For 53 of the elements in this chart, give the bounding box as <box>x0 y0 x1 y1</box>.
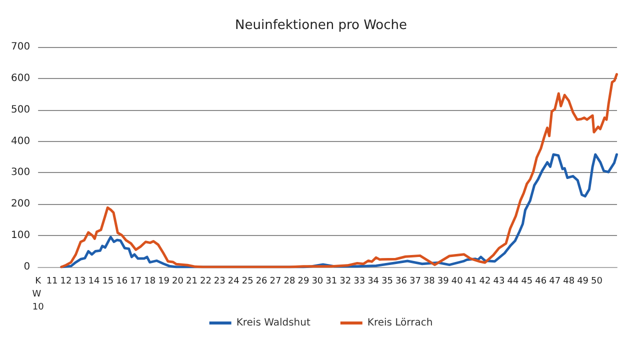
x-tick-label: 31 <box>326 276 338 286</box>
x-tick-label: 38 <box>423 276 436 286</box>
x-tick-label: 35 <box>382 276 393 286</box>
x-tick-label: 45 <box>521 276 533 286</box>
x-tick-label: 12 <box>60 276 72 286</box>
x-tick-label: 33 <box>354 276 366 286</box>
y-tick-label: 400 <box>10 136 30 147</box>
x-tick-label: 20 <box>172 276 184 286</box>
legend-label: Kreis Lörrach <box>367 318 433 328</box>
legend-label: Kreis Waldshut <box>236 318 310 328</box>
x-tick-label: 19 <box>158 276 170 286</box>
y-tick-label: 300 <box>10 167 30 178</box>
x-tick-label: 34 <box>368 276 380 286</box>
y-tick-label: 100 <box>10 230 30 242</box>
x-tick-label: 25 <box>242 276 254 286</box>
x-tick-label: 22 <box>200 276 212 286</box>
x-tick-label: 28 <box>284 276 296 286</box>
x-tick-label: 40 <box>451 276 464 286</box>
y-tick-label: 700 <box>10 42 30 52</box>
x-tick-label: KW 10 <box>32 276 44 312</box>
x-tick-label: 13 <box>74 276 86 286</box>
x-tick-label: 48 <box>563 276 575 286</box>
x-tick-label: 46 <box>535 276 547 286</box>
x-tick-label: 18 <box>144 276 156 286</box>
x-tick-label: 49 <box>577 276 589 286</box>
x-tick-label: 26 <box>256 276 268 286</box>
x-tick-label: 41 <box>465 276 477 286</box>
x-tick-label: 17 <box>130 276 142 286</box>
x-tick-label: 24 <box>228 276 240 286</box>
x-tick-label: 21 <box>186 276 198 286</box>
x-tick-label: 27 <box>270 276 282 286</box>
x-tick-label: 30 <box>312 276 324 286</box>
x-tick-label: 11 <box>46 276 58 286</box>
x-tick-label: 47 <box>549 276 561 286</box>
x-tick-label: 15 <box>102 276 114 286</box>
y-tick-label: 600 <box>10 72 30 84</box>
x-tick-label: 42 <box>479 276 491 286</box>
y-tick-label: 0 <box>24 262 30 272</box>
chart-title: Neuinfektionen pro Woche <box>234 18 408 33</box>
x-tick-label: 16 <box>116 276 128 286</box>
y-tick-label: 500 <box>10 104 30 116</box>
x-tick-label: 44 <box>507 276 519 286</box>
x-tick-label: 29 <box>298 276 310 286</box>
x-tick-label: 37 <box>409 276 421 286</box>
x-tick-label: 23 <box>214 276 226 286</box>
x-tick-label: 32 <box>340 276 352 286</box>
y-tick-label: 200 <box>10 198 30 210</box>
x-tick-label: 50 <box>591 276 603 286</box>
x-tick-label: 36 <box>395 276 408 286</box>
x-tick-label: 39 <box>437 276 450 286</box>
x-tick-label: 43 <box>493 276 505 286</box>
x-tick-label: 14 <box>88 276 100 286</box>
line-series <box>60 73 618 268</box>
